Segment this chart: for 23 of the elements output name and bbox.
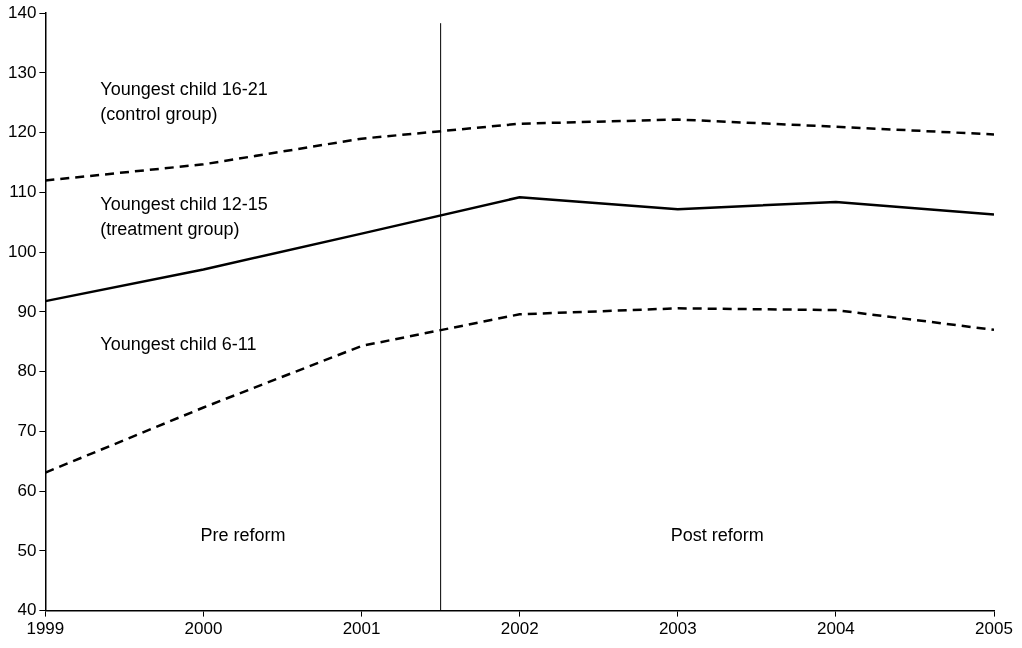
series-label: Youngest child 12-15 (treatment group) [100,194,268,240]
annotation: Pre reform [200,524,286,545]
x-tick-label: 2000 [184,619,223,639]
y-tick-label: 110 [9,182,37,202]
x-tick-label: 2002 [500,619,539,639]
y-tick-label: 140 [7,2,37,22]
y-tick-label: 40 [17,600,37,620]
x-tick-label: 1999 [26,619,65,639]
x-tick-label: 2005 [975,619,1013,639]
y-tick-label: 70 [17,421,37,441]
y-tick-label: 60 [17,480,37,500]
y-tick-label: 50 [17,540,37,560]
x-tick-label: 2003 [658,619,697,639]
y-tick-label: 80 [17,361,37,381]
series-label: Youngest child 6-11 [100,333,257,354]
x-tick-label: 2004 [816,619,855,639]
x-tick-label: 2001 [342,619,381,639]
annotation: Post reform [670,524,764,545]
y-tick-label: 90 [17,301,37,321]
y-tick-label: 120 [7,122,37,142]
y-tick-label: 100 [7,241,37,261]
y-tick-label: 130 [7,62,37,82]
series-label: Youngest child 16-21 (control group) [100,78,268,124]
